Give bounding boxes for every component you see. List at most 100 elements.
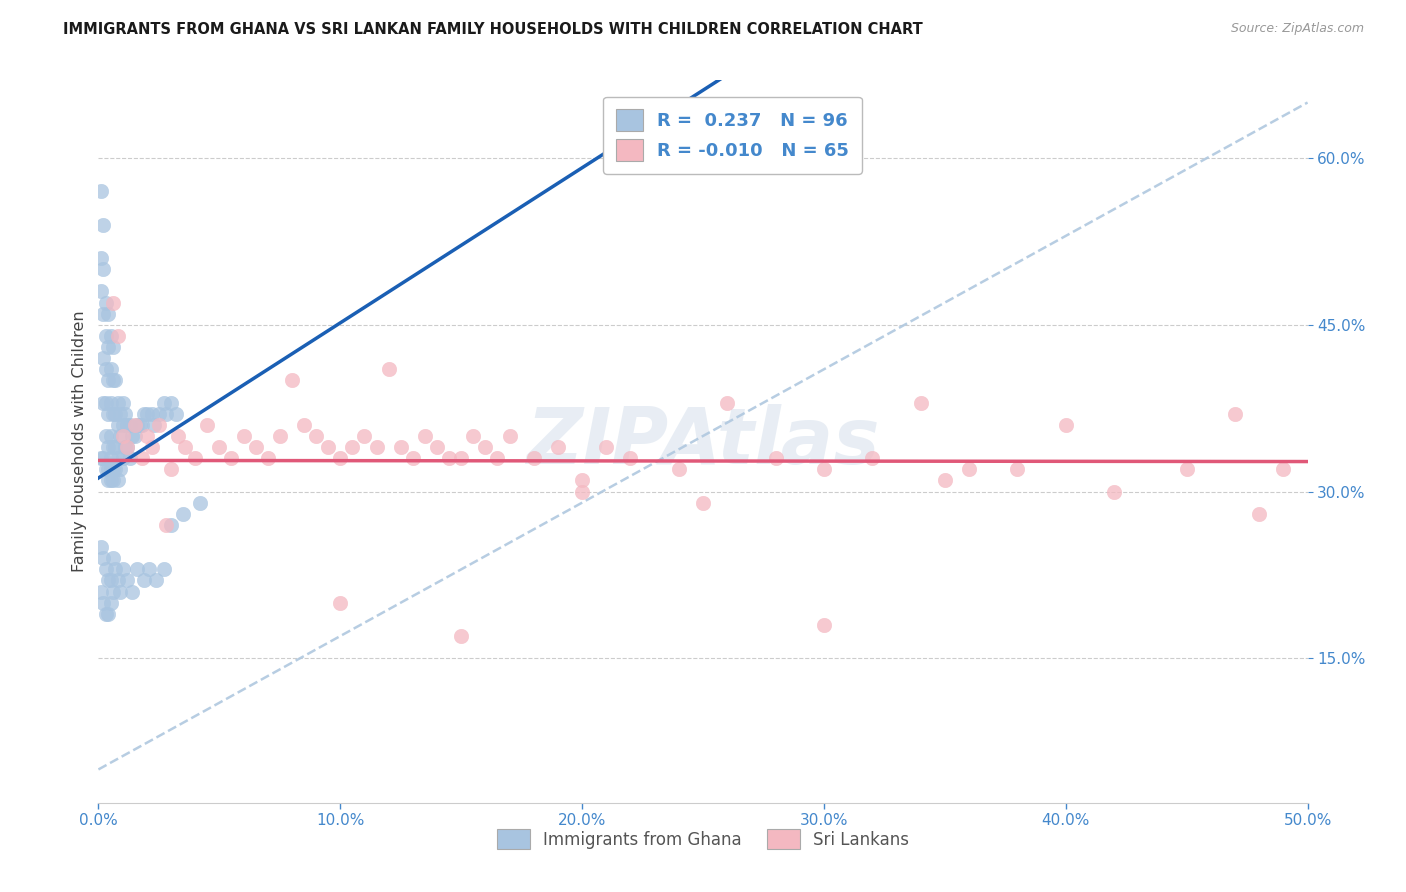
Point: [104, 462, 127, 476]
Point: [595, 440, 617, 454]
Point: [100, 474, 122, 488]
Point: [101, 340, 124, 354]
Point: [474, 440, 496, 454]
Point: [91, 395, 114, 409]
Point: [281, 373, 304, 387]
Point: [91, 551, 114, 566]
Point: [124, 429, 146, 443]
Point: [167, 429, 190, 443]
Point: [523, 451, 546, 466]
Point: [104, 373, 127, 387]
Point: [860, 451, 883, 466]
Point: [90, 185, 112, 199]
Point: [127, 417, 149, 432]
Point: [101, 440, 124, 454]
Point: [813, 462, 835, 476]
Point: [90, 251, 112, 265]
Point: [1054, 417, 1077, 432]
Point: [172, 507, 194, 521]
Point: [145, 574, 167, 588]
Point: [131, 451, 153, 466]
Point: [94, 462, 117, 476]
Point: [450, 451, 472, 466]
Point: [100, 596, 122, 610]
Point: [256, 451, 278, 466]
Point: [165, 407, 187, 421]
Point: [114, 440, 136, 454]
Point: [91, 596, 114, 610]
Point: [121, 429, 143, 443]
Point: [316, 440, 339, 454]
Point: [107, 395, 129, 409]
Point: [91, 451, 114, 466]
Point: [101, 474, 124, 488]
Text: ZIPAtlas: ZIPAtlas: [526, 403, 880, 480]
Point: [184, 451, 207, 466]
Point: [135, 429, 157, 443]
Point: [117, 440, 139, 454]
Point: [111, 429, 134, 443]
Point: [934, 474, 956, 488]
Point: [141, 407, 163, 421]
Point: [329, 451, 352, 466]
Point: [619, 451, 641, 466]
Point: [90, 540, 112, 554]
Point: [437, 451, 460, 466]
Point: [118, 451, 141, 466]
Point: [450, 629, 472, 643]
Point: [813, 618, 835, 632]
Point: [97, 373, 120, 387]
Point: [305, 429, 328, 443]
Point: [135, 407, 157, 421]
Point: [100, 462, 122, 476]
Point: [668, 462, 690, 476]
Point: [111, 562, 134, 576]
Point: [413, 429, 436, 443]
Point: [221, 451, 243, 466]
Point: [100, 395, 122, 409]
Point: [174, 440, 197, 454]
Point: [195, 417, 218, 432]
Point: [571, 474, 593, 488]
Point: [114, 407, 136, 421]
Point: [111, 451, 134, 466]
Point: [134, 574, 156, 588]
Point: [100, 574, 122, 588]
Point: [97, 440, 120, 454]
Point: [107, 451, 129, 466]
Point: [107, 417, 129, 432]
Point: [100, 329, 122, 343]
Point: [94, 562, 117, 576]
Point: [1223, 407, 1246, 421]
Point: [107, 574, 129, 588]
Point: [104, 440, 127, 454]
Point: [94, 607, 117, 621]
Point: [1102, 484, 1125, 499]
Point: [104, 407, 127, 421]
Point: [101, 295, 124, 310]
Point: [131, 417, 153, 432]
Point: [269, 429, 291, 443]
Point: [108, 462, 131, 476]
Point: [101, 551, 124, 566]
Point: [152, 562, 174, 576]
Point: [108, 429, 131, 443]
Point: [97, 474, 120, 488]
Point: [97, 607, 120, 621]
Point: [957, 462, 980, 476]
Point: [97, 307, 120, 321]
Point: [1175, 462, 1198, 476]
Point: [107, 329, 129, 343]
Point: [1007, 462, 1029, 476]
Point: [111, 395, 134, 409]
Point: [117, 440, 139, 454]
Point: [155, 407, 177, 421]
Point: [100, 451, 122, 466]
Point: [100, 362, 122, 376]
Point: [1249, 507, 1271, 521]
Point: [91, 218, 114, 232]
Point: [160, 517, 183, 532]
Point: [232, 429, 254, 443]
Point: [97, 340, 120, 354]
Point: [245, 440, 267, 454]
